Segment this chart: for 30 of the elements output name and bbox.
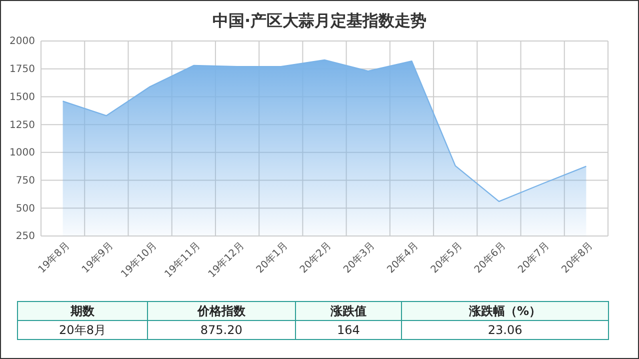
y-tick-label: 2000 [10,36,35,48]
text: 涨跌值 [295,302,402,320]
y-tick-label: 1000 [10,148,35,159]
y-tick-label: 1500 [10,92,35,103]
text: 23.06 [402,320,608,340]
x-tick-label: 20年2月 [298,240,334,276]
text: 涨跌幅（%） [402,302,608,320]
x-tick-label: 20年7月 [516,240,552,276]
x-tick-label: 19年12月 [206,240,246,280]
text: 期数 [18,302,148,320]
x-tick-label: 20年3月 [341,240,378,276]
y-tick-label: 500 [16,203,35,214]
x-tick-label: 20年8月 [559,240,596,276]
x-tick-label: 19年11月 [162,240,203,280]
text: 164 [295,320,402,340]
y-tick-label: 750 [16,175,35,186]
x-tick-label: 20年6月 [472,240,508,276]
x-tick-label: 19年8月 [36,240,72,276]
x-tick-label: 20年5月 [428,240,465,276]
y-tick-label: 250 [16,231,35,242]
y-tick-label: 1250 [10,120,35,131]
x-tick-label: 20年4月 [384,240,421,276]
text: 875.20 [148,320,296,340]
x-tick-label: 19年9月 [79,240,116,276]
y-tick-label: 1750 [10,64,35,76]
x-tick-label: 20年1月 [254,240,290,276]
text: 价格指数 [148,302,296,320]
chart-title: 中国·产区大蒜月定基指数走势 [212,11,427,30]
x-tick-label: 19年10月 [118,240,160,280]
text: 20年8月 [18,320,148,340]
